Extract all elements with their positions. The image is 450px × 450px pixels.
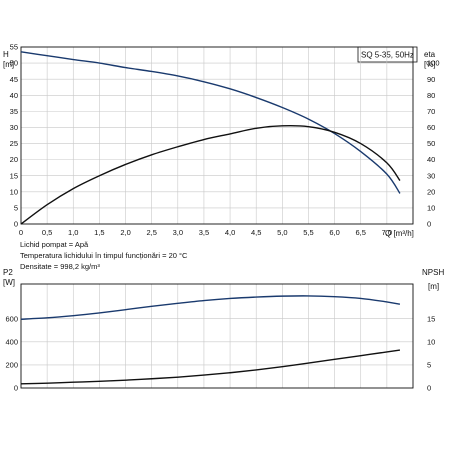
bottom-series-right-line bbox=[20, 349, 401, 385]
top-y-right-tick: 50 bbox=[427, 139, 435, 148]
bottom-y-left-title: P2 bbox=[3, 268, 13, 277]
bottom-chart: 0 200 400 600 0 5 10 15 bbox=[5, 283, 435, 393]
top-x-tick: 2,5 bbox=[146, 228, 156, 237]
top-x-tick: 6,0 bbox=[329, 228, 339, 237]
top-x-tick: 4,0 bbox=[225, 228, 235, 237]
top-y-right-tick: 0 bbox=[427, 220, 431, 229]
bottom-y-left-tick: 0 bbox=[14, 384, 18, 393]
bottom-y-right-tick: 5 bbox=[427, 360, 431, 369]
top-y-right-tick: 90 bbox=[427, 75, 435, 84]
top-chart: 0 5 10 15 20 25 30 35 40 45 50 55 0 10 20 30 40 50 60 70 80 9… bbox=[10, 43, 440, 237]
top-x-tick: 6,5 bbox=[356, 228, 366, 237]
bottom-y-left-tick: 400 bbox=[5, 337, 18, 346]
bottom-series-left-line bbox=[20, 295, 401, 320]
top-y-left-tick: 25 bbox=[10, 139, 18, 148]
bottom-y-right-tick: 15 bbox=[427, 314, 435, 323]
top-x-tick: 3,5 bbox=[199, 228, 209, 237]
note-density: Densitate = 998,2 kg/m³ bbox=[20, 262, 100, 271]
top-y-right-tick: 40 bbox=[427, 155, 435, 164]
top-series-left-line bbox=[20, 51, 401, 194]
bottom-y-right-tick: 0 bbox=[427, 384, 431, 393]
top-y-right-tick: 60 bbox=[427, 123, 435, 132]
top-y-left-tick: 35 bbox=[10, 107, 18, 116]
top-x-tick: 1,5 bbox=[94, 228, 104, 237]
note-temperature: Temperatura lichidului în timpul funcțio… bbox=[20, 251, 188, 260]
top-y-left-tick: 30 bbox=[10, 123, 18, 132]
note-liquid: Lichid pompat = Apă bbox=[20, 240, 89, 249]
top-y-right-unit: [%] bbox=[424, 60, 436, 69]
top-y-right-tick: 100 bbox=[427, 59, 440, 68]
top-x-tick: 0,5 bbox=[42, 228, 52, 237]
top-x-tick: 7,0 bbox=[382, 228, 392, 237]
top-y-right-tick: 10 bbox=[427, 204, 435, 213]
top-y-right-tick: 80 bbox=[427, 91, 435, 100]
top-y-left-tick: 40 bbox=[10, 91, 18, 100]
top-x-tick: 2,0 bbox=[120, 228, 130, 237]
top-y-left-tick: 55 bbox=[10, 43, 18, 52]
top-y-left-tick: 15 bbox=[10, 171, 18, 180]
bottom-frame bbox=[20, 283, 414, 389]
top-frame bbox=[20, 46, 414, 225]
top-y-right-tick: 70 bbox=[427, 107, 435, 116]
top-y-left-tick: 20 bbox=[10, 155, 18, 164]
top-y-left-tick: 10 bbox=[10, 187, 18, 196]
top-y-left-unit: [m] bbox=[3, 60, 14, 69]
top-x-tick: 5,0 bbox=[277, 228, 287, 237]
bottom-y-right-tick: 10 bbox=[427, 337, 435, 346]
top-x-tick: 3,0 bbox=[173, 228, 183, 237]
top-y-right-title: eta bbox=[424, 50, 436, 59]
x-axis-title: Q [m³/h] bbox=[385, 229, 414, 238]
top-series-right-line bbox=[20, 125, 401, 225]
bottom-y-left-tick: 600 bbox=[5, 314, 18, 323]
top-x-tick: 1,0 bbox=[68, 228, 78, 237]
top-y-right-tick: 30 bbox=[427, 171, 435, 180]
top-x-tick: 4,5 bbox=[251, 228, 261, 237]
top-y-left-tick: 45 bbox=[10, 75, 18, 84]
top-y-right-tick: 20 bbox=[427, 187, 435, 196]
bottom-y-left-unit: [W] bbox=[3, 278, 15, 287]
top-y-left-tick: 5 bbox=[14, 204, 18, 213]
top-x-tick: 5,5 bbox=[303, 228, 313, 237]
top-y-left-tick: 0 bbox=[14, 220, 18, 229]
model-badge: SQ 5-35, 50Hz bbox=[361, 51, 414, 60]
top-x-tick: 0 bbox=[19, 228, 23, 237]
bottom-y-left-tick: 200 bbox=[5, 360, 18, 369]
top-y-left-tick: 50 bbox=[10, 59, 18, 68]
bottom-y-right-unit: [m] bbox=[428, 282, 439, 291]
bottom-y-right-title: NPSH bbox=[422, 268, 444, 277]
top-y-left-title: H bbox=[3, 50, 9, 59]
